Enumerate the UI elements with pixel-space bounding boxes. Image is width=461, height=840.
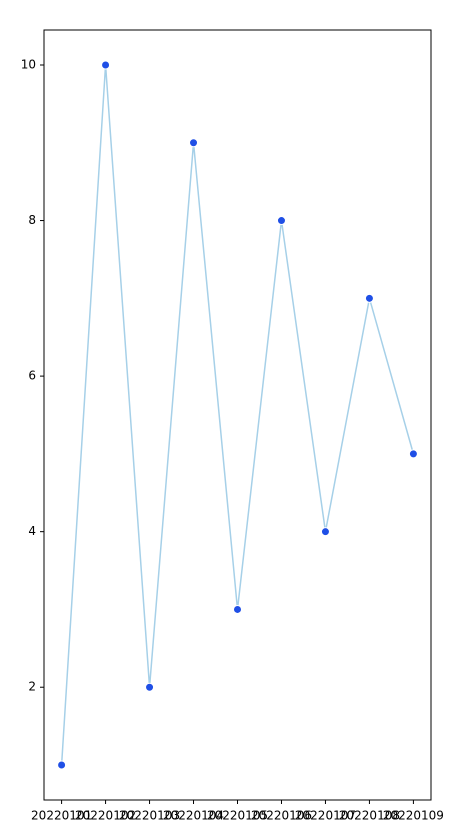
x-tick-label: 20220109 — [383, 809, 444, 823]
y-tick-label: 6 — [28, 369, 36, 383]
y-tick-label: 4 — [28, 524, 36, 538]
plot-frame — [43, 29, 432, 801]
x-tick-label: 20220103 — [119, 809, 180, 823]
point — [57, 760, 67, 770]
x-tick-label: 20220104 — [163, 809, 224, 823]
y-tick-label: 2 — [28, 680, 36, 694]
y-tick-label: 8 — [28, 213, 36, 227]
point — [101, 60, 111, 70]
point — [320, 527, 330, 537]
point — [276, 216, 286, 226]
y-tick-label: 10 — [21, 58, 36, 72]
point — [145, 682, 155, 692]
point — [233, 604, 242, 614]
point — [408, 449, 418, 459]
x-tick-label: 20220101 — [31, 809, 92, 823]
x-tick-label: 20220105 — [207, 809, 268, 823]
x-tick-label: 20220108 — [339, 809, 400, 823]
point — [189, 138, 199, 148]
x-tick-label: 20220107 — [295, 809, 356, 823]
point — [364, 293, 374, 303]
x-tick-label: 20220102 — [75, 809, 136, 823]
x-tick-label: 20220106 — [251, 809, 312, 823]
line — [60, 64, 415, 766]
